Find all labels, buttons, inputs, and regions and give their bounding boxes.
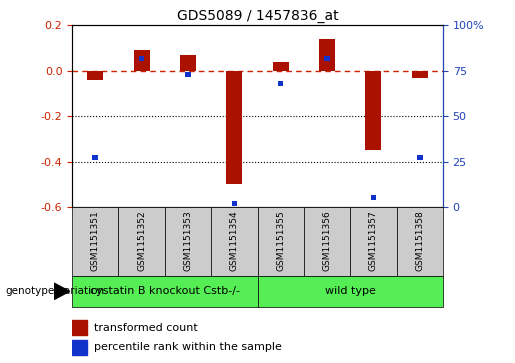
- Bar: [226, 71, 243, 184]
- Bar: [278, 81, 283, 86]
- Bar: [371, 195, 376, 200]
- Text: GSM1151358: GSM1151358: [415, 210, 424, 271]
- Bar: [324, 56, 330, 61]
- Bar: [417, 155, 422, 160]
- Bar: [180, 55, 196, 71]
- Bar: [139, 56, 144, 61]
- Bar: [87, 71, 104, 80]
- Bar: [365, 71, 382, 150]
- Text: GSM1151351: GSM1151351: [91, 210, 100, 271]
- Bar: [118, 207, 165, 276]
- Text: cystatin B knockout Cstb-/-: cystatin B knockout Cstb-/-: [90, 286, 240, 296]
- Text: GSM1151352: GSM1151352: [137, 210, 146, 271]
- Text: genotype/variation: genotype/variation: [5, 286, 104, 296]
- Bar: [72, 207, 118, 276]
- Bar: [304, 207, 350, 276]
- Text: GSM1151357: GSM1151357: [369, 210, 378, 271]
- Bar: [165, 207, 211, 276]
- Text: GSM1151356: GSM1151356: [322, 210, 332, 271]
- Bar: [397, 207, 443, 276]
- Text: GSM1151355: GSM1151355: [276, 210, 285, 271]
- Polygon shape: [54, 283, 70, 299]
- Text: GSM1151354: GSM1151354: [230, 210, 239, 271]
- Bar: [133, 50, 150, 71]
- Bar: [319, 39, 335, 71]
- Title: GDS5089 / 1457836_at: GDS5089 / 1457836_at: [177, 9, 338, 23]
- Bar: [93, 155, 98, 160]
- Bar: [72, 276, 258, 307]
- Bar: [411, 71, 428, 78]
- Bar: [72, 340, 87, 355]
- Text: percentile rank within the sample: percentile rank within the sample: [94, 342, 282, 352]
- Bar: [232, 201, 237, 206]
- Bar: [185, 72, 191, 77]
- Bar: [211, 207, 258, 276]
- Text: wild type: wild type: [325, 286, 375, 296]
- Bar: [350, 207, 397, 276]
- Bar: [258, 207, 304, 276]
- Bar: [272, 62, 289, 71]
- Text: transformed count: transformed count: [94, 323, 198, 333]
- Bar: [258, 276, 443, 307]
- Text: GSM1151353: GSM1151353: [183, 210, 193, 271]
- Bar: [72, 320, 87, 335]
